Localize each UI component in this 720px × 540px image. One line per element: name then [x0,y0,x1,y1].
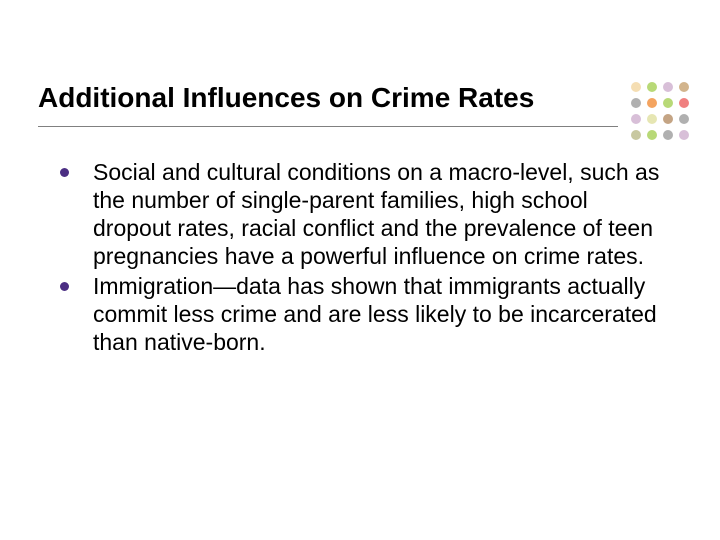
decorative-dot [679,98,689,108]
decorative-dot [647,98,657,108]
decorative-dot [647,130,657,140]
slide-body: Social and cultural conditions on a macr… [60,158,670,358]
bullet-marker [60,168,69,177]
decorative-dot [663,98,673,108]
decorative-dot [647,82,657,92]
bullet-item: Social and cultural conditions on a macr… [60,158,670,270]
bullet-text: Immigration—data has shown that immigran… [93,272,670,356]
decorative-dot [631,82,641,92]
decorative-dot [647,114,657,124]
decorative-dot [679,82,689,92]
decorative-dot [663,130,673,140]
decorative-dot [679,130,689,140]
bullet-text: Social and cultural conditions on a macr… [93,158,670,270]
decorative-dot [631,114,641,124]
slide-title: Additional Influences on Crime Rates [38,82,534,120]
slide: Additional Influences on Crime Rates Soc… [0,0,720,540]
title-underline [38,126,618,127]
bullet-marker [60,282,69,291]
decorative-dot-grid [631,82,692,143]
decorative-dot [631,98,641,108]
decorative-dot [679,114,689,124]
decorative-dot [663,114,673,124]
decorative-dot [631,130,641,140]
bullet-item: Immigration—data has shown that immigran… [60,272,670,356]
decorative-dot [663,82,673,92]
